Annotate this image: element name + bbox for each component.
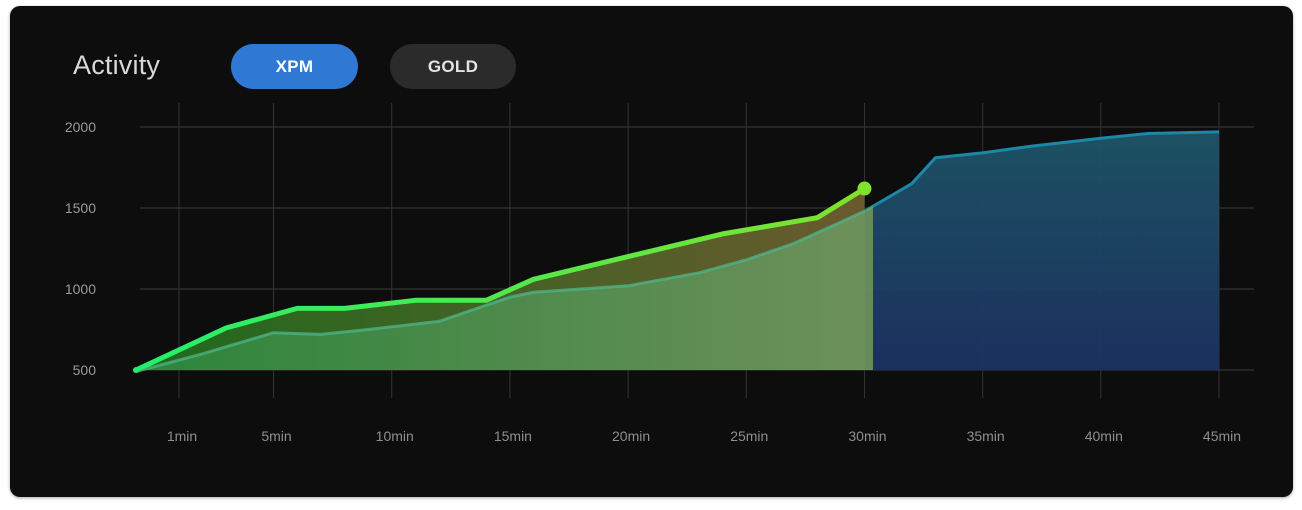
activity-chart: 2000 1500 1000 500 1min 5min 10min 15min 20min 2… xyxy=(65,103,1254,444)
tab-gold[interactable]: GOLD xyxy=(390,44,516,89)
x-tick-label: 30min xyxy=(848,428,886,444)
average-area xyxy=(136,206,873,372)
chart-areas xyxy=(136,131,1219,372)
y-tick-label: 1000 xyxy=(65,281,96,297)
y-tick-label: 2000 xyxy=(65,119,96,135)
average-line xyxy=(873,130,1220,208)
average-line-past xyxy=(135,204,873,374)
player-line xyxy=(133,186,867,373)
average-area-future xyxy=(873,131,1219,370)
x-tick-label: 10min xyxy=(376,428,414,444)
current-point xyxy=(857,181,872,196)
activity-card: Activity XPM GOLD 2000 xyxy=(10,6,1293,497)
x-axis: 1min 5min 10min 15min 20min 25min 30min 35min 40… xyxy=(167,428,1241,444)
y-tick-label: 1500 xyxy=(65,200,96,216)
x-tick-label: 15min xyxy=(494,428,532,444)
x-tick-label: 25min xyxy=(730,428,768,444)
x-tick-label: 20min xyxy=(612,428,650,444)
x-tick-label: 1min xyxy=(167,428,197,444)
x-tick-label: 5min xyxy=(261,428,291,444)
chart-lines xyxy=(133,130,1220,374)
card-title: Activity xyxy=(73,50,161,80)
y-tick-label: 500 xyxy=(73,362,97,378)
start-point xyxy=(133,367,139,373)
x-tick-label: 40min xyxy=(1085,428,1123,444)
x-tick-label: 45min xyxy=(1203,428,1241,444)
x-tick-label: 35min xyxy=(967,428,1005,444)
y-axis: 2000 1500 1000 500 xyxy=(65,119,96,378)
tab-xpm[interactable]: XPM xyxy=(231,44,358,89)
